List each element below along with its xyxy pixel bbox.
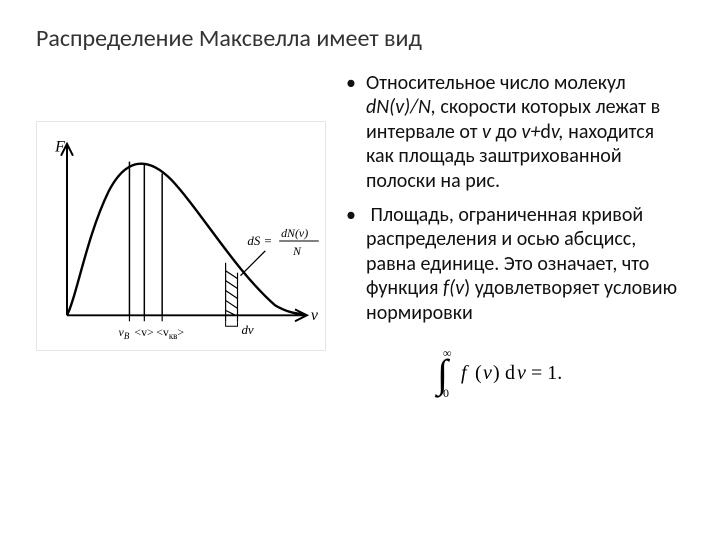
- marker-vb: vВ: [119, 325, 130, 341]
- slide-title: Распределение Максвелла имеет вид: [36, 24, 684, 53]
- marker-vkv: <vкв>: [156, 325, 184, 341]
- normalization-formula: ∞ ∫ 0 f ( v ) d v = 1.: [344, 343, 684, 405]
- bullet-2: Площадь, ограниченная кривой распределен…: [366, 203, 684, 325]
- y-axis-label: F: [54, 139, 65, 156]
- svg-text:v: v: [517, 362, 526, 384]
- slide-body: F v: [36, 71, 684, 405]
- bullet-list: Относительное число молекул dN(v)/N, ско…: [344, 71, 684, 405]
- bullet-1: Относительное число молекул dN(v)/N, ско…: [366, 71, 684, 193]
- svg-text:0: 0: [443, 386, 449, 399]
- svg-text:v: v: [483, 362, 492, 384]
- svg-text:dS =: dS =: [247, 234, 272, 248]
- svg-text:N: N: [292, 244, 302, 258]
- slide: Распределение Максвелла имеет вид F v: [0, 0, 720, 540]
- svg-text:d: d: [505, 362, 515, 384]
- marker-vmean: <v>: [134, 325, 154, 339]
- svg-text:(: (: [475, 362, 482, 384]
- dv-label: dv: [241, 323, 253, 337]
- svg-text:dN(v): dN(v): [281, 226, 308, 240]
- figure-svg: F v: [37, 122, 325, 350]
- svg-text:= 1.: = 1.: [531, 362, 562, 384]
- maxwell-distribution-figure: F v: [36, 121, 326, 351]
- svg-text:f: f: [461, 362, 469, 384]
- x-axis-label: v: [311, 307, 319, 324]
- svg-text:): ): [493, 362, 500, 384]
- ds-label: dS = dN(v) N: [240, 226, 318, 276]
